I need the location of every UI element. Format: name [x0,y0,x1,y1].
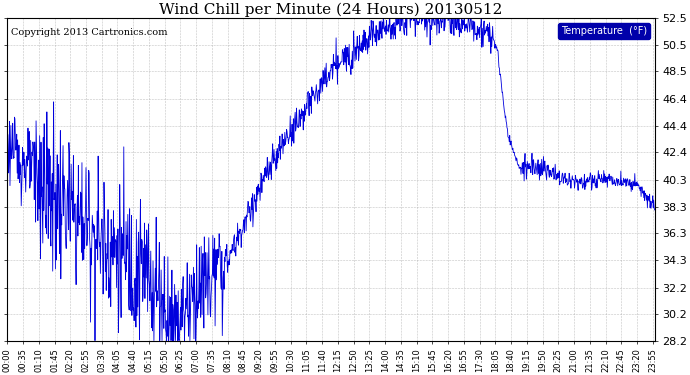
Temperature  (°F) [3,166,12,171]
Temperature  (°F) [91,338,99,343]
Temperature  (°F) [220,287,228,291]
Line: Temperature  (°F): Temperature (°F) [8,12,655,340]
Temperature  (°F) [574,183,582,187]
Temperature  (°F) [651,208,659,212]
Temperature  (°F) [132,325,140,329]
Text: Copyright 2013 Cartronics.com: Copyright 2013 Cartronics.com [10,28,167,37]
Temperature  (°F) [433,33,441,37]
Temperature  (°F) [148,326,156,330]
Temperature  (°F) [518,166,526,170]
Title: Wind Chill per Minute (24 Hours) 20130512: Wind Chill per Minute (24 Hours) 2013051… [159,3,502,17]
Temperature  (°F) [386,9,394,14]
Legend: Temperature  (°F): Temperature (°F) [558,23,650,39]
